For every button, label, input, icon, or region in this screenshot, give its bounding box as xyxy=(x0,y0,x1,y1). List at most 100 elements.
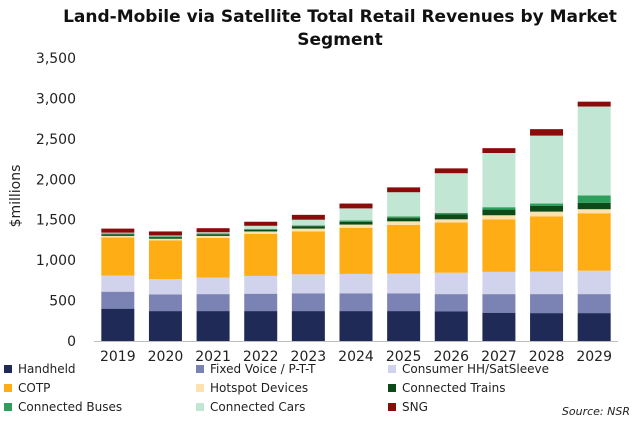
bar-segment xyxy=(148,235,182,237)
bar-segment xyxy=(196,277,230,295)
bar-segment xyxy=(434,214,468,220)
legend-item: Consumer HH/SatSleeve xyxy=(388,361,564,377)
bar-segment xyxy=(530,129,564,136)
x-tick-label: 2019 xyxy=(100,349,136,365)
y-tick-label: 3,000 xyxy=(36,91,76,107)
bar-segment xyxy=(530,271,564,295)
bar-segment xyxy=(482,294,516,313)
bar-segment xyxy=(387,192,421,217)
bar-segment xyxy=(196,228,230,233)
legend-item: Connected Cars xyxy=(196,399,388,415)
y-tick-label: 500 xyxy=(49,294,76,310)
bar-segment xyxy=(530,135,564,204)
bar-segment xyxy=(530,313,564,341)
bar-segment xyxy=(101,234,135,236)
x-tick-label: 2028 xyxy=(529,349,565,365)
bar-stack-2026 xyxy=(434,168,468,341)
bar-segment xyxy=(577,202,611,210)
bar-segment xyxy=(101,237,135,276)
bar-segment xyxy=(434,311,468,341)
bar-segment xyxy=(101,235,135,238)
bar-segment xyxy=(387,187,421,193)
bar-segment xyxy=(196,232,230,234)
x-tick-label: 2021 xyxy=(195,349,231,365)
legend-item: Connected Buses xyxy=(4,399,196,415)
legend-label: Connected Trains xyxy=(402,381,506,395)
bar-segment xyxy=(339,221,373,225)
bar-segment xyxy=(387,221,421,225)
x-tick-label: 2024 xyxy=(338,349,374,365)
bar-segment xyxy=(387,216,421,219)
legend-item: Connected Trains xyxy=(388,380,564,396)
bar-segment xyxy=(196,235,230,238)
bar-stack-2019 xyxy=(101,228,135,341)
legend-item: COTP xyxy=(4,380,196,396)
bar-segment xyxy=(434,212,468,215)
bar-segment xyxy=(434,222,468,273)
bar-stack-2027 xyxy=(482,148,516,341)
bar-segment xyxy=(339,293,373,312)
bar-segment xyxy=(244,229,278,230)
bar-segment xyxy=(196,294,230,312)
bar-segment xyxy=(291,226,325,229)
legend-label: COTP xyxy=(18,381,51,395)
bar-segment xyxy=(339,203,373,209)
bar-segment xyxy=(148,237,182,239)
bar-segment xyxy=(577,313,611,341)
bar-segment xyxy=(530,205,564,212)
legend-label: Connected Buses xyxy=(18,400,123,414)
bar-segment xyxy=(148,311,182,341)
bar-segment xyxy=(291,225,325,227)
bar-stack-2023 xyxy=(291,214,325,341)
bar-segment xyxy=(196,234,230,236)
y-tick-label: 2,000 xyxy=(36,172,76,188)
legend-label: Hotspot Devices xyxy=(210,381,309,395)
bar-segment xyxy=(244,221,278,226)
y-tick-label: 2,500 xyxy=(36,132,76,148)
bar-segment xyxy=(577,209,611,214)
bar-segment xyxy=(244,311,278,341)
x-tick-label: 2020 xyxy=(148,349,184,365)
bar-segment xyxy=(530,294,564,314)
bar-segment xyxy=(244,225,278,230)
bar-segment xyxy=(291,214,325,220)
bar-stack-2020 xyxy=(148,231,182,341)
bar-segment xyxy=(387,273,421,294)
bar-segment xyxy=(101,275,135,292)
legend-swatch xyxy=(4,384,12,392)
bar-segment xyxy=(291,274,325,294)
legend-swatch xyxy=(388,365,396,373)
legend-swatch xyxy=(388,384,396,392)
bar-segment xyxy=(387,218,421,222)
bar-segment xyxy=(148,279,182,295)
legend-label: Fixed Voice / P-T-T xyxy=(210,362,316,376)
bar-segment xyxy=(482,207,516,210)
bar-stack-2024 xyxy=(339,203,373,341)
bar-segment xyxy=(530,203,564,206)
bar-segment xyxy=(434,272,468,295)
bar-segment xyxy=(387,311,421,341)
bar-segment xyxy=(387,293,421,312)
legend-item: SNG xyxy=(388,399,564,415)
legend-swatch xyxy=(196,384,204,392)
legend-swatch xyxy=(4,403,12,411)
x-tick-label: 2027 xyxy=(481,349,517,365)
bar-segment xyxy=(244,229,278,232)
y-axis-title: $millions xyxy=(8,165,24,228)
legend-item: Fixed Voice / P-T-T xyxy=(196,361,388,377)
legend-label: Handheld xyxy=(18,362,76,376)
bar-segment xyxy=(482,312,516,341)
bar-segment xyxy=(387,224,421,274)
bar-segment xyxy=(148,294,182,312)
legend-item: Hotspot Devices xyxy=(196,380,388,396)
x-tick-label: 2023 xyxy=(291,349,327,365)
bar-segment xyxy=(244,233,278,276)
bar-segment xyxy=(482,148,516,154)
y-tick-label: 3,500 xyxy=(36,51,76,67)
bar-segment xyxy=(434,219,468,223)
bar-segment xyxy=(577,270,611,295)
bar-segment xyxy=(482,219,516,272)
bar-stack-2021 xyxy=(196,228,230,341)
bar-segment xyxy=(101,228,135,233)
bar-segment xyxy=(434,168,468,174)
